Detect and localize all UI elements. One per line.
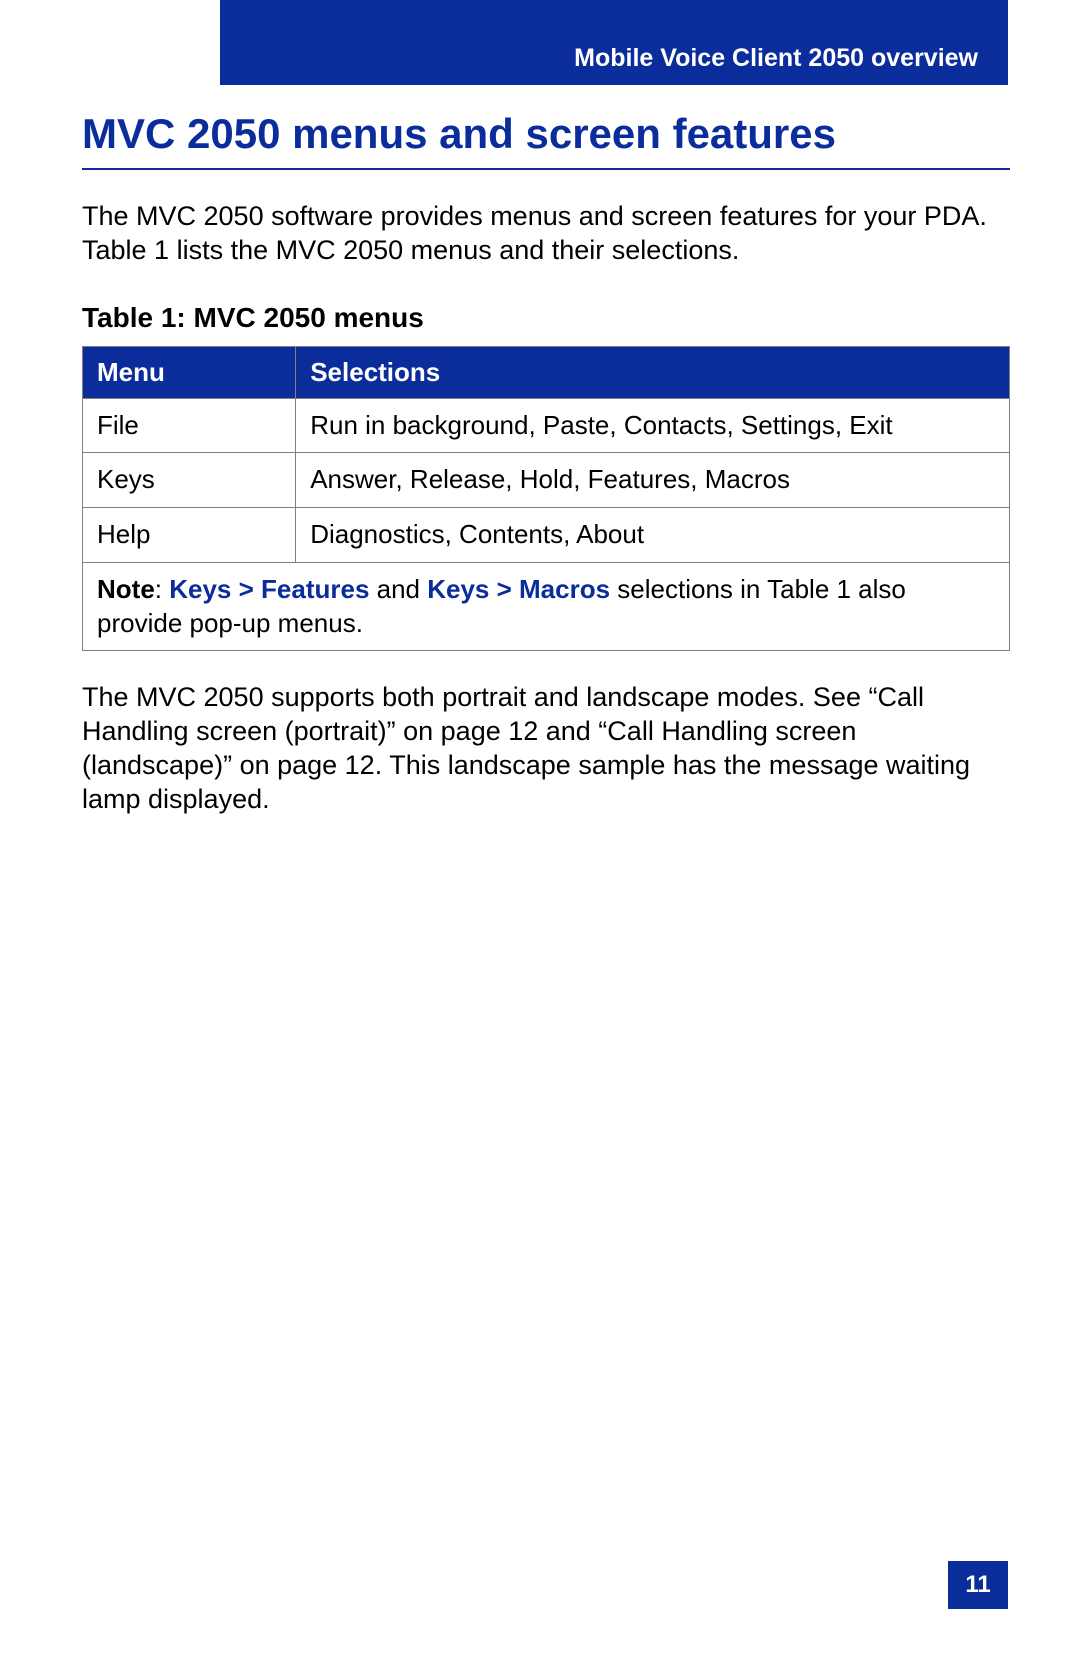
intro-paragraph: The MVC 2050 software provides menus and… — [82, 200, 1010, 268]
table-header-menu: Menu — [83, 346, 296, 398]
table-row: Help Diagnostics, Contents, About — [83, 508, 1010, 563]
table-note-cell: Note: Keys > Features and Keys > Macros … — [83, 562, 1010, 651]
running-header-bar: Mobile Voice Client 2050 overview — [220, 0, 1008, 85]
menus-table: Menu Selections File Run in background, … — [82, 346, 1010, 652]
table-cell-menu: File — [83, 398, 296, 453]
table-cell-menu: Keys — [83, 453, 296, 508]
table-header-selections: Selections — [296, 346, 1010, 398]
table-caption: Table 1: MVC 2050 menus — [82, 302, 1010, 334]
note-mid: and — [369, 574, 427, 604]
note-sep: : — [155, 574, 169, 604]
table-row: File Run in background, Paste, Contacts,… — [83, 398, 1010, 453]
table-note-row: Note: Keys > Features and Keys > Macros … — [83, 562, 1010, 651]
note-link-keys-macros: Keys > Macros — [427, 574, 610, 604]
table-cell-selections: Diagnostics, Contents, About — [296, 508, 1010, 563]
note-lead: Note — [97, 574, 155, 604]
page-title: MVC 2050 menus and screen features — [82, 110, 1010, 170]
running-header-text: Mobile Voice Client 2050 overview — [574, 44, 978, 73]
table-header-row: Menu Selections — [83, 346, 1010, 398]
note-link-keys-features: Keys > Features — [169, 574, 369, 604]
table-row: Keys Answer, Release, Hold, Features, Ma… — [83, 453, 1010, 508]
table-cell-selections: Run in background, Paste, Contacts, Sett… — [296, 398, 1010, 453]
closing-paragraph: The MVC 2050 supports both portrait and … — [82, 681, 1010, 816]
page-content: MVC 2050 menus and screen features The M… — [82, 110, 1010, 816]
table-cell-selections: Answer, Release, Hold, Features, Macros — [296, 453, 1010, 508]
page-number: 11 — [948, 1561, 1008, 1609]
table-cell-menu: Help — [83, 508, 296, 563]
